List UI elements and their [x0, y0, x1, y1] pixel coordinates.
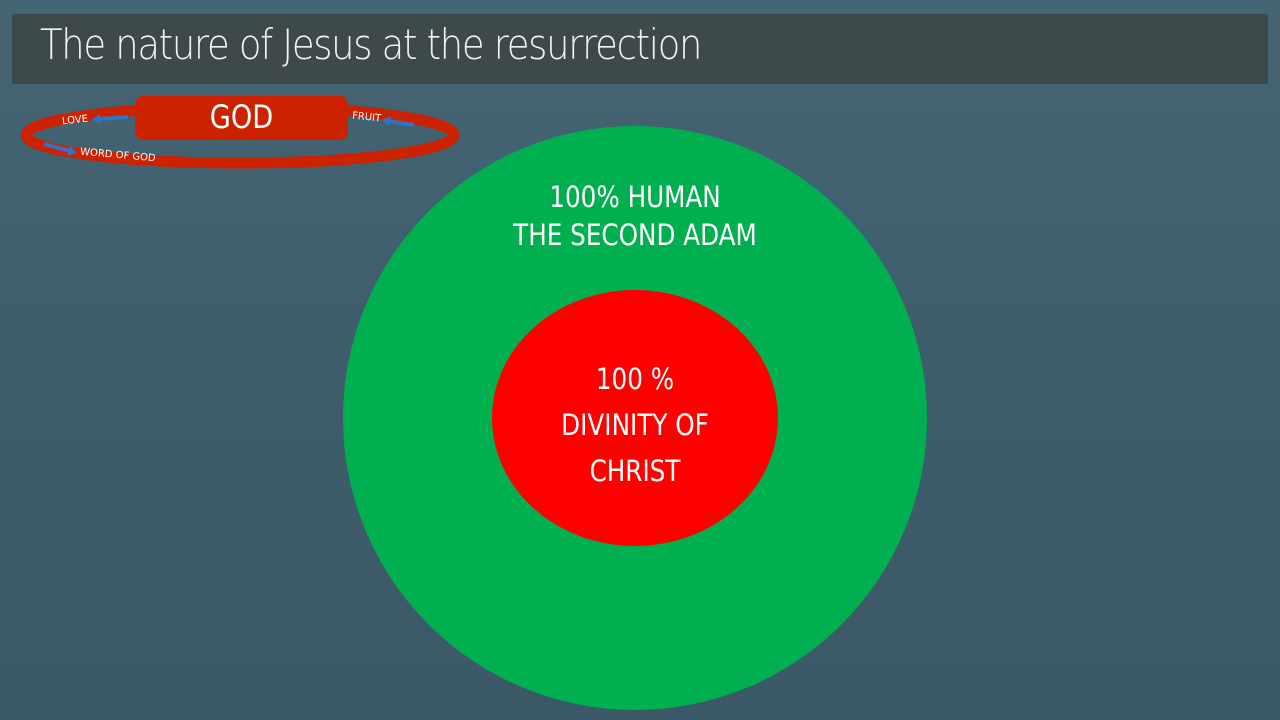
god-label: GOD [209, 98, 274, 136]
inner-circle-text: 100 % DIVINITY OF CHRIST [508, 356, 763, 494]
inner-line-1: 100 % [595, 362, 675, 396]
inner-circle-divinity [492, 290, 778, 546]
slide-title: The nature of Jesus at the resurrection [40, 20, 702, 69]
arrow-fruit-icon [382, 116, 415, 127]
outer-circle-text: 100% HUMAN THE SECOND ADAM [465, 178, 805, 254]
inner-line-2: DIVINITY OF [561, 408, 709, 442]
title-bar: The nature of Jesus at the resurrection [12, 14, 1268, 84]
arrow-love-icon [92, 114, 129, 124]
outer-line-2: THE SECOND ADAM [513, 218, 757, 252]
god-box [135, 96, 348, 140]
inner-line-3: CHRIST [589, 454, 681, 488]
arrow-word-icon [43, 142, 77, 156]
outer-line-1: 100% HUMAN [549, 180, 721, 214]
